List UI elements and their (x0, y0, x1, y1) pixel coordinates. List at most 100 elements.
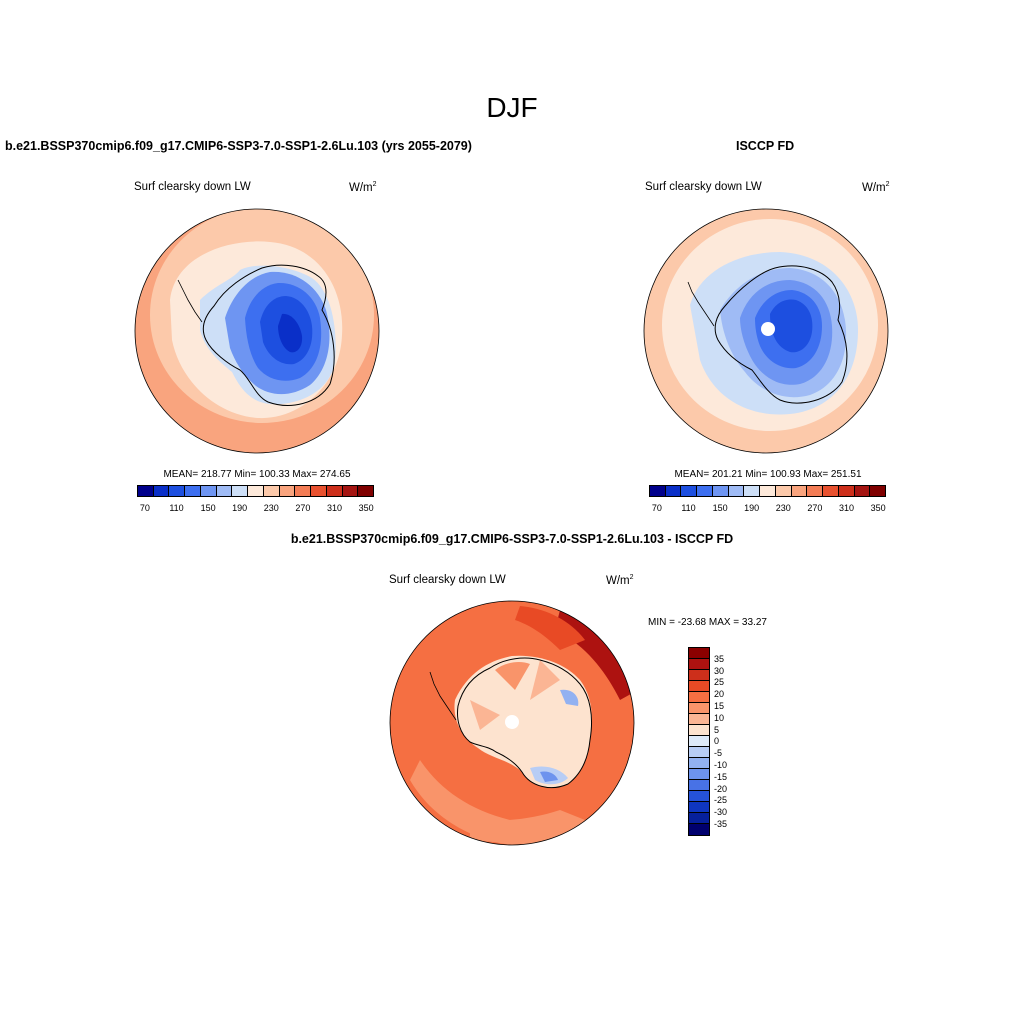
colorbar-swatch (342, 486, 359, 496)
colorbar-swatch (279, 486, 296, 496)
colorbar-swatch (689, 791, 709, 802)
model-units-label: W/m2 (349, 181, 377, 194)
model-stats: MEAN= 218.77 Min= 100.33 Max= 274.65 (163, 469, 351, 480)
colorbar-tick-label: 110 (169, 503, 184, 513)
obs-variable-label: Surf clearsky down LW (645, 181, 762, 193)
colorbar-tick-label: 70 (651, 503, 662, 513)
colorbar-tick-label: 350 (358, 503, 374, 513)
colorbar-tick-label: -35 (714, 819, 728, 829)
colorbar-swatch (838, 486, 855, 496)
colorbar-tick-label: 5 (714, 724, 720, 735)
colorbar-swatch (689, 648, 709, 659)
obs-colorbar (649, 485, 886, 497)
colorbar-swatch (326, 486, 343, 496)
colorbar-swatch (200, 486, 217, 496)
colorbar-swatch (697, 486, 713, 496)
colorbar-swatch (311, 486, 327, 496)
model-polar-map (135, 209, 379, 453)
colorbar-swatch (689, 725, 709, 736)
diff-units-label: W/m2 (606, 574, 634, 587)
colorbar-swatch (248, 486, 264, 496)
colorbar-swatch (689, 659, 709, 670)
colorbar-swatch (358, 486, 374, 496)
obs-stats: MEAN= 201.21 Min= 100.93 Max= 251.51 (674, 469, 862, 480)
diff-stats: MIN = -23.68 MAX = 33.27 (648, 617, 767, 628)
colorbar-swatch (728, 486, 745, 496)
colorbar-swatch (689, 758, 709, 769)
colorbar-tick-label: 35 (714, 653, 725, 664)
obs-polar-map (644, 209, 888, 453)
colorbar-tick-label: 190 (232, 503, 248, 513)
colorbar-tick-label: -15 (714, 771, 728, 782)
colorbar-swatch (263, 486, 280, 496)
colorbar-tick-label: 150 (712, 503, 728, 513)
colorbar-tick-label: 150 (200, 503, 216, 513)
diff-panel-title: b.e21.BSSP370cmip6.f09_g17.CMIP6-SSP3-7.… (290, 532, 734, 546)
colorbar-swatch (870, 486, 886, 496)
colorbar-swatch (689, 736, 709, 747)
colorbar-tick-label: 270 (807, 503, 823, 513)
colorbar-tick-label: 270 (295, 503, 311, 513)
model-panel-title: b.e21.BSSP370cmip6.f09_g17.CMIP6-SSP3-7.… (5, 139, 472, 153)
season-title: DJF (486, 92, 538, 123)
diff-colorbar-ticks: 35 30 25 20 15 10 5 0 -5 -10 -15 -20 -25 -30 -35 (714, 647, 754, 837)
colorbar-swatch (169, 486, 186, 496)
colorbar-tick-label: 25 (714, 677, 725, 688)
colorbar-swatch (807, 486, 824, 496)
colorbar-swatch (689, 813, 709, 824)
colorbar-tick-label: 15 (714, 701, 725, 711)
obs-units-label: W/m2 (862, 181, 890, 194)
model-colorbar-ticks: 70 110 150 190 230 270 310 350 (137, 503, 374, 515)
colorbar-tick-label: 0 (714, 736, 720, 747)
colorbar-swatch (760, 486, 776, 496)
colorbar-swatch (650, 486, 666, 496)
colorbar-swatch (232, 486, 249, 496)
colorbar-swatch (185, 486, 201, 496)
colorbar-swatch (775, 486, 792, 496)
colorbar-tick-label: -20 (714, 783, 728, 794)
model-variable-label: Surf clearsky down LW (134, 181, 251, 193)
colorbar-swatch (689, 670, 709, 681)
model-colorbar (137, 485, 374, 497)
diff-variable-label: Surf clearsky down LW (389, 574, 506, 586)
colorbar-swatch (689, 703, 709, 714)
colorbar-swatch (295, 486, 312, 496)
colorbar-tick-label: 350 (870, 503, 886, 513)
colorbar-swatch (744, 486, 761, 496)
colorbar-tick-label: 30 (714, 665, 725, 676)
colorbar-swatch (216, 486, 233, 496)
colorbar-swatch (854, 486, 871, 496)
obs-colorbar-ticks: 70 110 150 190 230 270 310 350 (649, 503, 886, 515)
colorbar-swatch (689, 780, 709, 791)
colorbar-tick-label: -5 (714, 748, 723, 759)
diff-polar-map (390, 601, 634, 845)
colorbar-tick-label: -10 (714, 760, 728, 770)
colorbar-tick-label: 190 (744, 503, 760, 513)
colorbar-tick-label: -25 (714, 795, 728, 806)
diff-colorbar (688, 647, 710, 836)
obs-panel-title: ISCCP FD (736, 139, 795, 153)
colorbar-tick-label: 310 (326, 503, 343, 513)
colorbar-swatch (689, 692, 709, 703)
colorbar-swatch (791, 486, 808, 496)
colorbar-swatch (689, 769, 709, 780)
colorbar-tick-label: 230 (775, 503, 791, 513)
colorbar-tick-label: 110 (681, 503, 696, 513)
colorbar-tick-label: 310 (838, 503, 855, 513)
colorbar-swatch (138, 486, 154, 496)
colorbar-tick-label: 230 (263, 503, 279, 513)
colorbar-swatch (823, 486, 839, 496)
colorbar-swatch (665, 486, 682, 496)
colorbar-tick-label: 20 (714, 689, 725, 700)
colorbar-tick-label: -30 (714, 807, 728, 818)
colorbar-swatch (153, 486, 170, 496)
colorbar-tick-label: 10 (714, 712, 725, 723)
colorbar-swatch (689, 802, 709, 813)
colorbar-tick-label: 70 (139, 503, 150, 513)
colorbar-swatch (689, 747, 709, 758)
colorbar-swatch (681, 486, 698, 496)
colorbar-swatch (689, 681, 709, 692)
colorbar-swatch (712, 486, 729, 496)
colorbar-swatch (689, 824, 709, 835)
